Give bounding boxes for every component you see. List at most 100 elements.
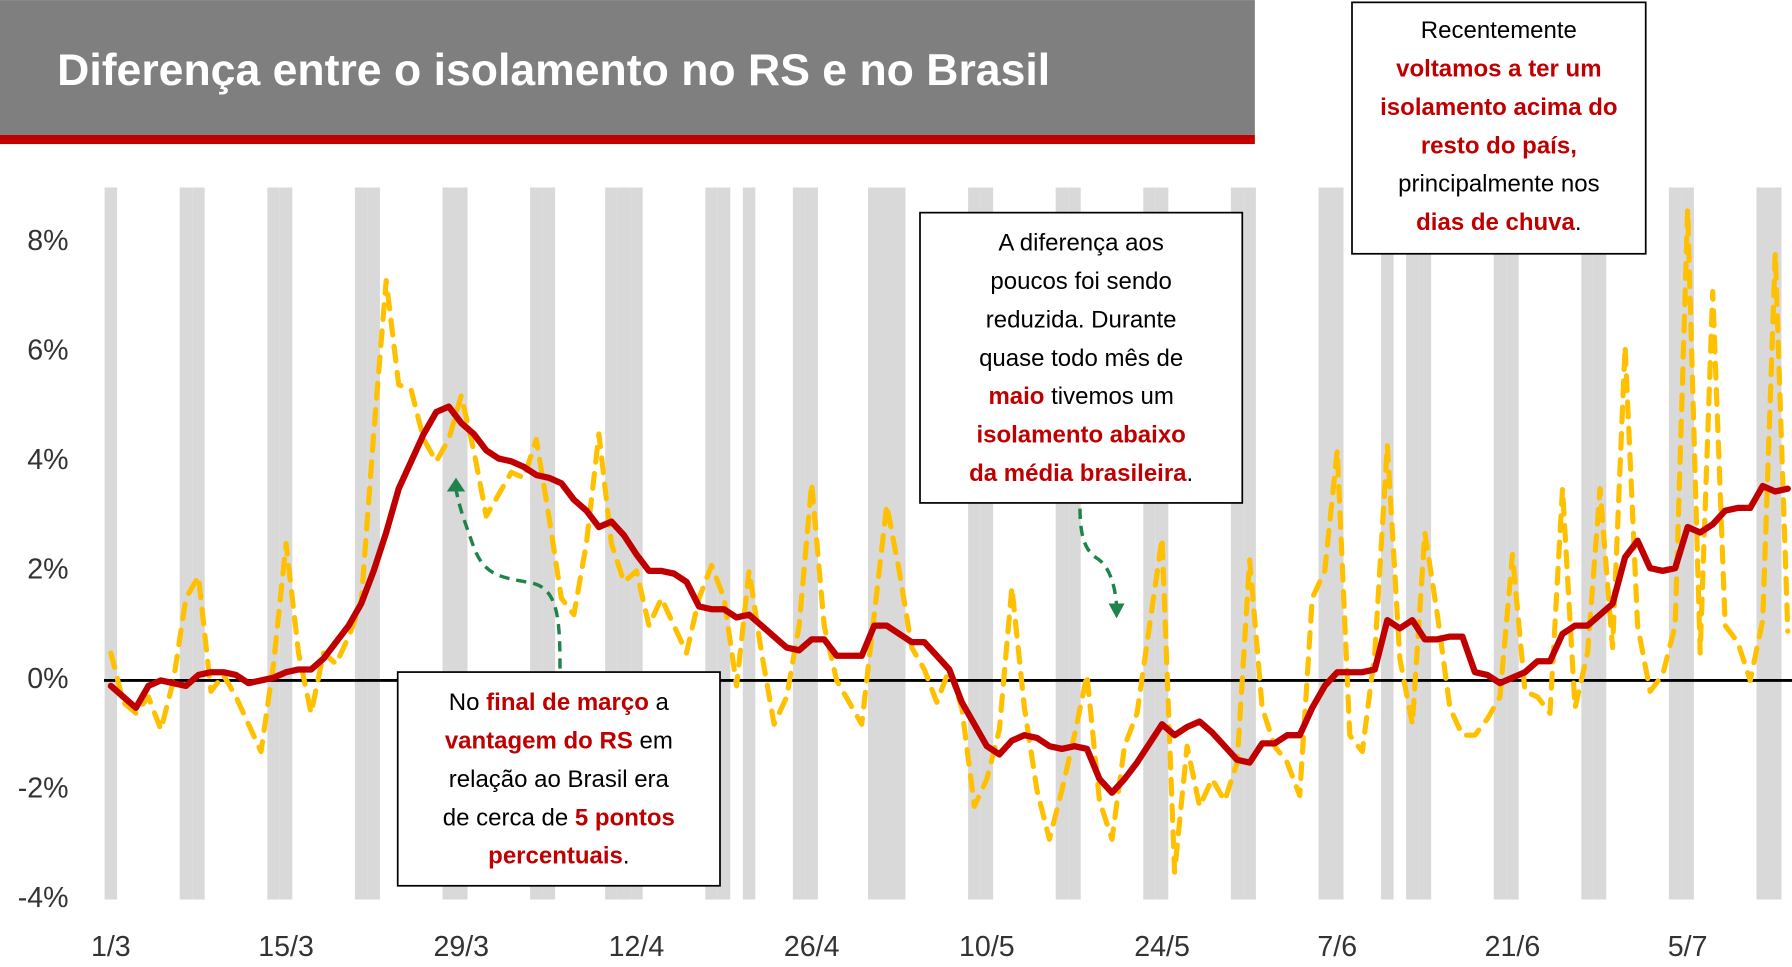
y-tick-label: -4% (18, 882, 69, 914)
annotation-text: dias de chuva (1416, 209, 1575, 236)
x-tick-label: 15/3 (258, 931, 314, 963)
annotation-text: voltamos a ter um (1396, 56, 1601, 83)
annotation-line: da média brasileira. (969, 460, 1193, 487)
shade (1593, 187, 1607, 900)
arrow (454, 488, 562, 669)
annotation-box (396, 671, 721, 887)
annotation-text: percentuais (488, 843, 623, 870)
shade (805, 187, 818, 900)
annotation-text: isolamento abaixo (976, 422, 1185, 449)
annotation-text: A diferença aos (998, 230, 1163, 257)
shade (880, 187, 893, 900)
annotations: Recentemente voltamos a ter um isolamento … (396, 1, 1647, 887)
annotation-text: principalmente nos (1398, 171, 1599, 198)
annotation-line: Recentemente (1421, 17, 1577, 44)
annotation-line: vantagem do RS em (445, 728, 673, 755)
chart-title: Diferença entre o isolamento no RS e no … (57, 46, 1050, 95)
shade (1406, 187, 1419, 900)
y-tick-label: 2% (27, 553, 68, 585)
annotation-line: isolamento abaixo (976, 422, 1185, 449)
shade (742, 187, 756, 900)
x-tick-label: 29/3 (433, 931, 489, 963)
shade (1756, 187, 1769, 900)
annotation-text: . (1187, 460, 1194, 487)
annotation-text: 5 pontos (575, 805, 675, 832)
annotation-line: de cerca de 5 pontos (443, 805, 675, 832)
arrow-head (1108, 603, 1125, 619)
annotation-line: No final de março a (449, 689, 670, 716)
average-line (107, 403, 1791, 796)
annotation-line: quase todo mês de (979, 345, 1183, 372)
annotation-text: em (633, 728, 673, 755)
annotation-text: maio (988, 384, 1044, 411)
shade (192, 187, 205, 900)
annotation-box (919, 211, 1244, 504)
y-tick-label: 0% (27, 663, 68, 695)
x-tick-label: 26/4 (784, 931, 840, 963)
x-tick-label: 7/6 (1317, 931, 1357, 963)
annotation-text: . (623, 843, 630, 870)
annotation-text: resto do país, (1421, 133, 1577, 160)
lines (107, 206, 1791, 875)
arrow (1078, 508, 1119, 606)
shade (893, 187, 906, 900)
annotation-line: resto do país, (1421, 133, 1577, 160)
x-tick-label: 5/7 (1668, 931, 1708, 963)
shade (1381, 187, 1394, 900)
y-tick-label: -2% (18, 773, 69, 805)
annotation-line: relação ao Brasil era (449, 766, 670, 793)
annotation-text: tivemos um (1044, 384, 1173, 411)
annotation-text: da média brasileira (969, 460, 1187, 487)
shade (1493, 187, 1507, 900)
shade (1331, 187, 1344, 900)
y-tick-label: 4% (27, 444, 68, 476)
annotation-text: reduzida. Durante (986, 307, 1177, 334)
shade (1318, 187, 1331, 900)
shade (792, 187, 806, 900)
title-band (0, 0, 1255, 135)
shade (1668, 187, 1682, 900)
shade (1581, 187, 1594, 900)
annotation-text: vantagem do RS (445, 728, 633, 755)
annotation-line: voltamos a ter um (1396, 56, 1601, 83)
annotation-text: isolamento acima do (1380, 94, 1617, 121)
arrows (454, 488, 1119, 669)
annotation-line: isolamento acima do (1380, 94, 1617, 121)
annotation-text: . (1575, 209, 1582, 236)
annotation-line: A diferença aos (998, 230, 1163, 257)
shade (104, 187, 118, 900)
annotation-text: poucos foi sendo (990, 268, 1171, 295)
shade (1243, 187, 1256, 900)
annotation-line: percentuais. (488, 843, 629, 870)
arrow-head (446, 477, 466, 492)
x-tick-label: 12/4 (609, 931, 665, 963)
annotation-box (1351, 1, 1647, 255)
x-tick-label: 21/6 (1485, 931, 1541, 963)
annotation-line: maio tivemos um (988, 384, 1173, 411)
annotation-text: final de março (486, 689, 649, 716)
shade (867, 187, 881, 900)
shade (367, 187, 380, 900)
y-tick-label: 8% (27, 225, 68, 257)
title-underline (0, 134, 1255, 145)
annotation-text: relação ao Brasil era (449, 766, 670, 793)
x-tick-label: 1/3 (91, 931, 131, 963)
annotation-text: a (649, 689, 670, 716)
annotation-line: poucos foi sendo (990, 268, 1171, 295)
shade (267, 187, 280, 900)
x-tick-label: 24/5 (1134, 931, 1190, 963)
shade (179, 187, 193, 900)
shade (717, 187, 731, 900)
y-tick-label: 6% (27, 334, 68, 366)
annotation-line: principalmente nos (1398, 171, 1599, 198)
annotation-text: de cerca de (443, 805, 575, 832)
annotation-text: Recentemente (1421, 17, 1577, 44)
annotation-line: dias de chuva. (1416, 209, 1581, 236)
shade (354, 187, 368, 900)
annotation-text: quase todo mês de (979, 345, 1183, 372)
shade (1506, 187, 1519, 900)
annotation-line: reduzida. Durante (986, 307, 1177, 334)
annotation-text: No (449, 689, 486, 716)
